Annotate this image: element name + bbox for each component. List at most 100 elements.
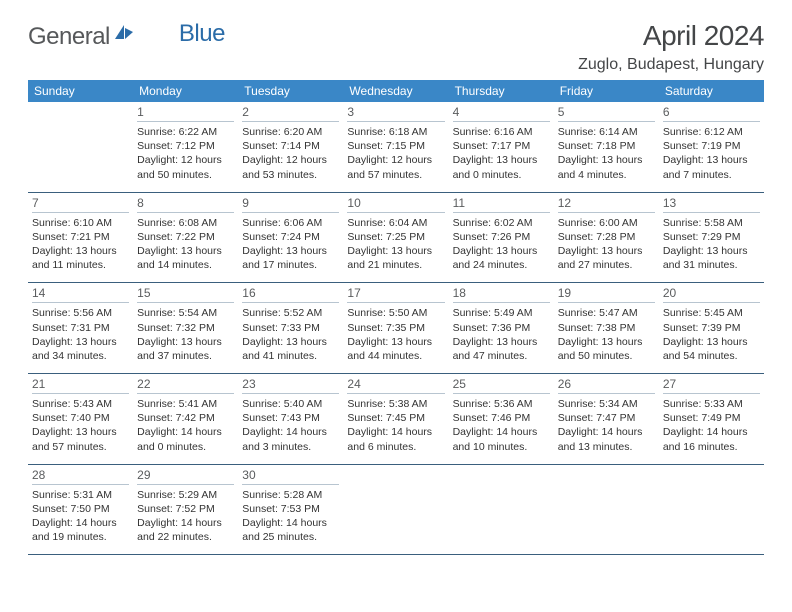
day-info: Sunrise: 6:10 AMSunset: 7:21 PMDaylight:…: [32, 216, 129, 273]
day-number: 24: [347, 374, 444, 394]
day-number: 3: [347, 102, 444, 122]
calendar-cell: 4Sunrise: 6:16 AMSunset: 7:17 PMDaylight…: [449, 102, 554, 192]
calendar-cell: 22 Sunrise: 5:41 AMSunset: 7:42 PMDayligh…: [133, 374, 238, 465]
calendar-cell: .: [554, 464, 659, 555]
day-number: 16: [242, 283, 339, 303]
day-number: 30: [242, 465, 339, 485]
day-number: 19: [558, 283, 655, 303]
day-info: Sunrise: 5:45 AMSunset: 7:39 PMDaylight:…: [663, 306, 760, 363]
day-info: Sunrise: 6:12 AMSunset: 7:19 PMDaylight:…: [663, 125, 760, 182]
calendar-body: . 1 Sunrise: 6:22 AMSunset: 7:12 PMDayligh…: [28, 102, 764, 555]
calendar-cell: 28 Sunrise: 5:31 AMSunset: 7:50 PMDayligh…: [28, 464, 133, 555]
day-number: 20: [663, 283, 760, 303]
calendar-cell: 20 Sunrise: 5:45 AMSunset: 7:39 PMDayligh…: [659, 283, 764, 374]
weekday-header: Monday: [133, 80, 238, 102]
day-number: 23: [242, 374, 339, 394]
calendar-cell: 8 Sunrise: 6:08 AMSunset: 7:22 PMDaylight…: [133, 192, 238, 283]
calendar-cell: 3 Sunrise: 6:18 AMSunset: 7:15 PMDaylight…: [343, 102, 448, 192]
day-info: Sunrise: 6:08 AMSunset: 7:22 PMDaylight:…: [137, 216, 234, 273]
day-info: Sunrise: 5:43 AMSunset: 7:40 PMDaylight:…: [32, 397, 129, 454]
day-info: Sunrise: 5:28 AMSunset: 7:53 PMDaylight:…: [242, 488, 339, 545]
calendar-cell: 18 Sunrise: 5:49 AMSunset: 7:36 PMDayligh…: [449, 283, 554, 374]
calendar-cell: 27Sunrise: 5:33 AMSunset: 7:49 PMDayligh…: [659, 374, 764, 465]
calendar-week-row: .1Sunrise: 6:22 AMSunset: 7:12 PMDayligh…: [28, 102, 764, 192]
day-info: Sunrise: 6:22 AMSunset: 7:12 PMDaylight:…: [137, 125, 234, 182]
day-number: 26: [558, 374, 655, 394]
day-info: Sunrise: 5:49 AMSunset: 7:36 PMDaylight:…: [453, 306, 550, 363]
calendar-cell: .: [659, 464, 764, 555]
day-number: 25: [453, 374, 550, 394]
day-number: 22: [137, 374, 234, 394]
day-info: Sunrise: 5:50 AMSunset: 7:35 PMDaylight:…: [347, 306, 444, 363]
day-number: 14: [32, 283, 129, 303]
sail-icon: [113, 20, 135, 48]
calendar-week-row: 14Sunrise: 5:56 AMSunset: 7:31 PMDayligh…: [28, 283, 764, 374]
day-info: Sunrise: 6:02 AMSunset: 7:26 PMDaylight:…: [453, 216, 550, 273]
calendar-cell: .: [343, 464, 448, 555]
day-number: 6: [663, 102, 760, 122]
day-number: 8: [137, 193, 234, 213]
day-number: 28: [32, 465, 129, 485]
day-number: 2: [242, 102, 339, 122]
day-info: Sunrise: 5:38 AMSunset: 7:45 PMDaylight:…: [347, 397, 444, 454]
calendar-cell: 23 Sunrise: 5:40 AMSunset: 7:43 PMDayligh…: [238, 374, 343, 465]
day-info: Sunrise: 6:20 AMSunset: 7:14 PMDaylight:…: [242, 125, 339, 182]
logo-text-2: Blue: [179, 20, 225, 48]
day-number: 21: [32, 374, 129, 394]
day-info: Sunrise: 6:14 AMSunset: 7:18 PMDaylight:…: [558, 125, 655, 182]
calendar-page: General Blue April 2024 Zuglo, Budapest,…: [0, 0, 792, 565]
day-number: 9: [242, 193, 339, 213]
day-info: Sunrise: 5:41 AMSunset: 7:42 PMDaylight:…: [137, 397, 234, 454]
calendar-cell: 13 Sunrise: 5:58 AMSunset: 7:29 PMDayligh…: [659, 192, 764, 283]
day-number: 4: [453, 102, 550, 122]
calendar-cell: 24 Sunrise: 5:38 AMSunset: 7:45 PMDayligh…: [343, 374, 448, 465]
day-number: 1: [137, 102, 234, 122]
day-number: 18: [453, 283, 550, 303]
day-info: Sunrise: 5:52 AMSunset: 7:33 PMDaylight:…: [242, 306, 339, 363]
day-number: 13: [663, 193, 760, 213]
calendar-cell: 16 Sunrise: 5:52 AMSunset: 7:33 PMDayligh…: [238, 283, 343, 374]
day-number: 17: [347, 283, 444, 303]
day-number: 15: [137, 283, 234, 303]
calendar-cell: .: [449, 464, 554, 555]
weekday-header: Friday: [554, 80, 659, 102]
calendar-cell: 30 Sunrise: 5:28 AMSunset: 7:53 PMDayligh…: [238, 464, 343, 555]
day-info: Sunrise: 5:34 AMSunset: 7:47 PMDaylight:…: [558, 397, 655, 454]
calendar-cell: 14Sunrise: 5:56 AMSunset: 7:31 PMDayligh…: [28, 283, 133, 374]
calendar-week-row: 21 Sunrise: 5:43 AMSunset: 7:40 PMDayligh…: [28, 374, 764, 465]
weekday-header: Wednesday: [343, 80, 448, 102]
day-info: Sunrise: 5:40 AMSunset: 7:43 PMDaylight:…: [242, 397, 339, 454]
weekday-header: Saturday: [659, 80, 764, 102]
calendar-cell: 1 Sunrise: 6:22 AMSunset: 7:12 PMDaylight…: [133, 102, 238, 192]
day-number: 29: [137, 465, 234, 485]
calendar-cell: 7 Sunrise: 6:10 AMSunset: 7:21 PMDaylight…: [28, 192, 133, 283]
calendar-week-row: 7 Sunrise: 6:10 AMSunset: 7:21 PMDaylight…: [28, 192, 764, 283]
calendar-table: SundayMondayTuesdayWednesdayThursdayFrid…: [28, 80, 764, 555]
calendar-cell: 12Sunrise: 6:00 AMSunset: 7:28 PMDayligh…: [554, 192, 659, 283]
calendar-cell: 10Sunrise: 6:04 AMSunset: 7:25 PMDayligh…: [343, 192, 448, 283]
day-info: Sunrise: 6:18 AMSunset: 7:15 PMDaylight:…: [347, 125, 444, 182]
calendar-cell: 25 Sunrise: 5:36 AMSunset: 7:46 PMDayligh…: [449, 374, 554, 465]
weekday-header: Tuesday: [238, 80, 343, 102]
location: Zuglo, Budapest, Hungary: [578, 56, 764, 74]
day-info: Sunrise: 6:06 AMSunset: 7:24 PMDaylight:…: [242, 216, 339, 273]
calendar-cell: 11Sunrise: 6:02 AMSunset: 7:26 PMDayligh…: [449, 192, 554, 283]
day-info: Sunrise: 6:04 AMSunset: 7:25 PMDaylight:…: [347, 216, 444, 273]
calendar-cell: 15 Sunrise: 5:54 AMSunset: 7:32 PMDayligh…: [133, 283, 238, 374]
header-row: General Blue April 2024 Zuglo, Budapest,…: [28, 20, 764, 74]
day-info: Sunrise: 5:36 AMSunset: 7:46 PMDaylight:…: [453, 397, 550, 454]
day-number: 7: [32, 193, 129, 213]
day-info: Sunrise: 5:54 AMSunset: 7:32 PMDaylight:…: [137, 306, 234, 363]
day-info: Sunrise: 5:31 AMSunset: 7:50 PMDaylight:…: [32, 488, 129, 545]
calendar-cell: 2 Sunrise: 6:20 AMSunset: 7:14 PMDaylight…: [238, 102, 343, 192]
weekday-header: Sunday: [28, 80, 133, 102]
calendar-cell: 19 Sunrise: 5:47 AMSunset: 7:38 PMDayligh…: [554, 283, 659, 374]
day-info: Sunrise: 5:47 AMSunset: 7:38 PMDaylight:…: [558, 306, 655, 363]
calendar-cell: 6 Sunrise: 6:12 AMSunset: 7:19 PMDaylight…: [659, 102, 764, 192]
day-number: 12: [558, 193, 655, 213]
day-info: Sunrise: 5:58 AMSunset: 7:29 PMDaylight:…: [663, 216, 760, 273]
logo-text-1: General: [28, 23, 110, 51]
calendar-cell: 29Sunrise: 5:29 AMSunset: 7:52 PMDayligh…: [133, 464, 238, 555]
day-number: 5: [558, 102, 655, 122]
calendar-cell: 5 Sunrise: 6:14 AMSunset: 7:18 PMDaylight…: [554, 102, 659, 192]
